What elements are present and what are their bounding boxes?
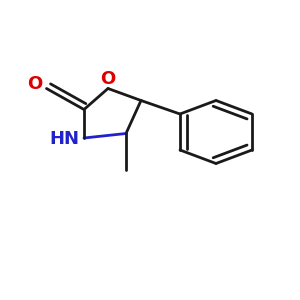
Text: O: O [27, 75, 42, 93]
Text: O: O [100, 70, 116, 88]
Text: HN: HN [50, 130, 80, 148]
